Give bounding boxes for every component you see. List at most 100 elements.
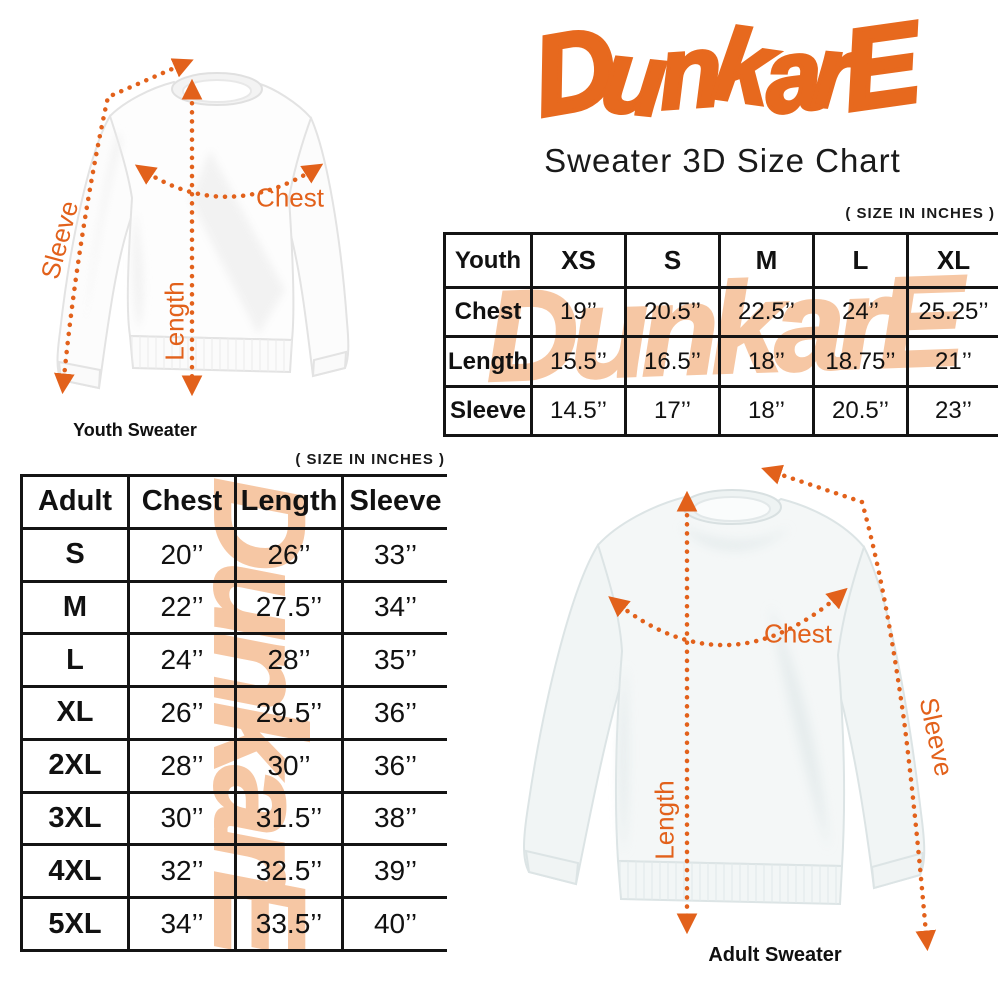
youth-size-table: Youth XS S M L XL Chest 19’’ 20.5’’ 22.5’’ 24’’ 25.… bbox=[443, 232, 998, 437]
table-row: 5XL 34’’ 33.5’’ 40’’ bbox=[20, 896, 447, 952]
row-label-cell: L bbox=[20, 632, 130, 689]
logo-letter: E bbox=[832, 0, 922, 137]
youth-length-label: Length bbox=[159, 281, 190, 361]
size-note-youth: ( SIZE IN INCHES ) bbox=[845, 205, 995, 222]
row-label-cell: 4XL bbox=[20, 843, 130, 900]
value-cell: 38’’ bbox=[341, 790, 447, 847]
value-cell: 39’’ bbox=[341, 843, 447, 900]
value-cell: 14.5’’ bbox=[530, 384, 627, 437]
value-cell: 15.5’’ bbox=[530, 335, 627, 388]
sweater-collar bbox=[682, 489, 782, 525]
row-label-cell: XL bbox=[20, 685, 130, 741]
sweater-shape bbox=[523, 495, 926, 890]
youth-caption: Youth Sweater bbox=[73, 420, 197, 440]
header-cell: S bbox=[624, 232, 721, 290]
logo-letter: u bbox=[595, 16, 666, 139]
measurement-arrows bbox=[54, 58, 324, 397]
value-cell: 25.25’’ bbox=[906, 286, 998, 339]
table-row: XL 26’’ 29.5’’ 36’’ bbox=[20, 685, 447, 741]
table-row: Chest 19’’ 20.5’’ 22.5’’ 24’’ 25.25’’ bbox=[443, 286, 998, 339]
value-cell: 31.5’’ bbox=[234, 790, 344, 847]
value-cell: 34’’ bbox=[127, 896, 237, 952]
youth-chest-label: Chest bbox=[256, 182, 324, 213]
value-cell: 32’’ bbox=[127, 843, 237, 900]
adult-table-container: DunkarE Adult Chest Length Sleeve S 20’’ 26’’ 3… bbox=[20, 474, 447, 952]
value-cell: 18.75’’ bbox=[812, 335, 909, 388]
row-label-cell: Length bbox=[443, 335, 533, 388]
value-cell: 17’’ bbox=[624, 384, 721, 437]
table-row: 4XL 32’’ 32.5’’ 39’’ bbox=[20, 843, 447, 900]
value-cell: 33’’ bbox=[341, 526, 447, 583]
table-row: 3XL 30’’ 31.5’’ 38’’ bbox=[20, 790, 447, 847]
value-cell: 23’’ bbox=[906, 384, 998, 437]
value-cell: 21’’ bbox=[906, 335, 998, 388]
value-cell: 22.5’’ bbox=[718, 286, 815, 339]
header-cell: L bbox=[812, 232, 909, 290]
value-cell: 27.5’’ bbox=[234, 579, 344, 636]
header-cell: Sleeve bbox=[341, 474, 447, 530]
value-cell: 26’’ bbox=[127, 685, 237, 741]
youth-sweater-diagram: Chest Length Sleeve bbox=[0, 30, 430, 430]
row-label-cell: 2XL bbox=[20, 737, 130, 794]
row-label-cell: Sleeve bbox=[443, 384, 533, 437]
measurement-arrows bbox=[608, 464, 937, 952]
value-cell: 18’’ bbox=[718, 384, 815, 437]
table-row: S 20’’ 26’’ 33’’ bbox=[20, 526, 447, 583]
value-cell: 24’’ bbox=[127, 632, 237, 689]
row-label-cell: M bbox=[20, 579, 130, 636]
value-cell: 18’’ bbox=[718, 335, 815, 388]
value-cell: 20.5’’ bbox=[624, 286, 721, 339]
value-cell: 28’’ bbox=[234, 632, 344, 689]
value-cell: 16.5’’ bbox=[624, 335, 721, 388]
value-cell: 32.5’’ bbox=[234, 843, 344, 900]
value-cell: 33.5’’ bbox=[234, 896, 344, 952]
chest-arrow bbox=[134, 163, 324, 199]
adult-size-table: Adult Chest Length Sleeve S 20’’ 26’’ 33’’ M 22’’… bbox=[20, 474, 447, 952]
chest-arrow bbox=[608, 587, 848, 648]
page-title: Sweater 3D Size Chart bbox=[544, 142, 901, 179]
adult-chest-label: Chest bbox=[764, 618, 832, 649]
youth-table-container: DunkarE Youth XS S M L XL Chest 19’’ 20.5’’ 22.5’… bbox=[443, 232, 998, 437]
size-note-adult: ( SIZE IN INCHES ) bbox=[295, 451, 445, 468]
value-cell: 26’’ bbox=[234, 526, 344, 583]
value-cell: 36’’ bbox=[341, 685, 447, 741]
value-cell: 24’’ bbox=[812, 286, 909, 339]
value-cell: 30’’ bbox=[127, 790, 237, 847]
adult-caption: Adult Sweater bbox=[708, 944, 842, 966]
value-cell: 36’’ bbox=[341, 737, 447, 794]
table-row: Sleeve 14.5’’ 17’’ 18’’ 20.5’’ 23’’ bbox=[443, 384, 998, 437]
header-cell: Chest bbox=[127, 474, 237, 530]
header-cell: Youth bbox=[443, 232, 533, 290]
value-cell: 22’’ bbox=[127, 579, 237, 636]
adult-sweater-illustration bbox=[523, 464, 937, 952]
youth-sweater-illustration bbox=[54, 58, 350, 397]
header-cell: Length bbox=[234, 474, 344, 530]
value-cell: 35’’ bbox=[341, 632, 447, 689]
sweater-collar bbox=[171, 72, 263, 106]
row-label-cell: 3XL bbox=[20, 790, 130, 847]
value-cell: 20’’ bbox=[127, 526, 237, 583]
value-cell: 19’’ bbox=[530, 286, 627, 339]
table-header-row: Youth XS S M L XL bbox=[443, 232, 998, 290]
value-cell: 30’’ bbox=[234, 737, 344, 794]
table-row: L 24’’ 28’’ 35’’ bbox=[20, 632, 447, 689]
table-row: 2XL 28’’ 30’’ 36’’ bbox=[20, 737, 447, 794]
adult-length-label: Length bbox=[649, 780, 680, 860]
row-label-cell: 5XL bbox=[20, 896, 130, 952]
header-cell: XS bbox=[530, 232, 627, 290]
row-label-cell: Chest bbox=[443, 286, 533, 339]
value-cell: 34’’ bbox=[341, 579, 447, 636]
table-row: M 22’’ 27.5’’ 34’’ bbox=[20, 579, 447, 636]
adult-sweater-diagram: Chest Length Sleeve bbox=[480, 455, 1000, 955]
table-header-row: Adult Chest Length Sleeve bbox=[20, 474, 447, 530]
table-row: Length 15.5’’ 16.5’’ 18’’ 18.75’’ 21’’ bbox=[443, 335, 998, 388]
header-cell: M bbox=[718, 232, 815, 290]
value-cell: 28’’ bbox=[127, 737, 237, 794]
value-cell: 29.5’’ bbox=[234, 685, 344, 741]
value-cell: 40’’ bbox=[341, 896, 447, 952]
header-cell: Adult bbox=[20, 474, 130, 530]
value-cell: 20.5’’ bbox=[812, 384, 909, 437]
header-cell: XL bbox=[906, 232, 998, 290]
